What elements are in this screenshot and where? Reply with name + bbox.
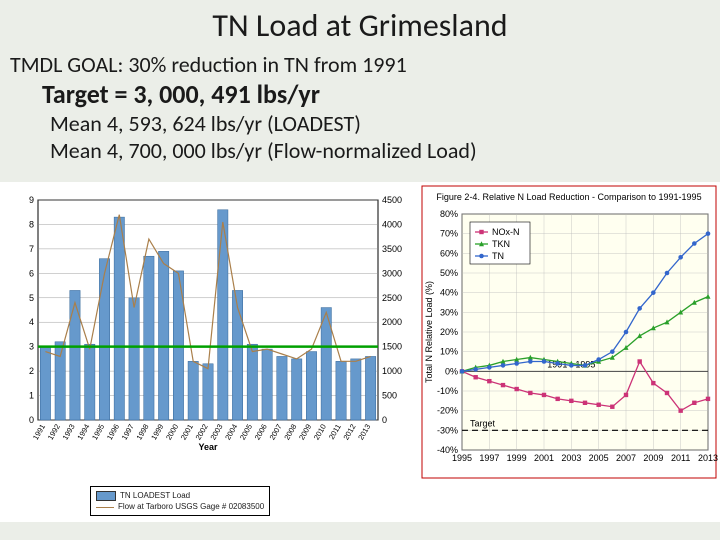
svg-text:2007: 2007 (616, 453, 636, 463)
svg-text:2: 2 (29, 366, 34, 376)
svg-text:2000: 2000 (382, 317, 402, 327)
legend-bar-label: TN LOADEST Load (120, 490, 190, 501)
legend-line-label: Flow at Tarboro USGS Gage # 02083500 (118, 501, 264, 512)
svg-text:1999: 1999 (149, 423, 165, 442)
svg-text:2003: 2003 (561, 453, 581, 463)
svg-text:Year: Year (198, 442, 218, 452)
target-line: Target = 3, 000, 491 lbs/yr (0, 78, 720, 110)
svg-text:2002: 2002 (194, 423, 210, 442)
svg-text:4000: 4000 (382, 219, 402, 229)
svg-text:1994: 1994 (75, 423, 91, 442)
svg-text:2013: 2013 (356, 423, 372, 442)
svg-text:2009: 2009 (643, 453, 663, 463)
svg-text:7: 7 (29, 244, 34, 254)
svg-text:50%: 50% (440, 268, 458, 278)
svg-text:1998: 1998 (134, 423, 150, 442)
svg-text:2004: 2004 (223, 423, 239, 442)
svg-text:3: 3 (29, 342, 34, 352)
mean-flow-normalized: Mean 4, 700, 000 lbs/yr (Flow-normalized… (0, 137, 720, 164)
right-chart: Figure 2-4. Relative N Load Reduction - … (418, 182, 720, 522)
svg-text:5: 5 (29, 293, 34, 303)
svg-text:2000: 2000 (164, 423, 180, 442)
svg-text:6: 6 (29, 268, 34, 278)
svg-text:-30%: -30% (437, 425, 458, 435)
svg-text:1999: 1999 (507, 453, 527, 463)
svg-text:-10%: -10% (437, 386, 458, 396)
svg-text:2500: 2500 (382, 293, 402, 303)
svg-text:2010: 2010 (312, 423, 328, 442)
svg-text:1500: 1500 (382, 342, 402, 352)
mean-loadest: Mean 4, 593, 624 lbs/yr (LOADEST) (0, 110, 720, 137)
svg-text:2003: 2003 (208, 423, 224, 442)
svg-text:3000: 3000 (382, 268, 402, 278)
svg-text:9: 9 (29, 195, 34, 205)
svg-text:4500: 4500 (382, 195, 402, 205)
svg-text:NOx-N: NOx-N (492, 227, 520, 237)
svg-text:2006: 2006 (253, 423, 269, 442)
svg-text:500: 500 (382, 391, 397, 401)
svg-text:1996: 1996 (105, 423, 121, 442)
svg-text:70%: 70% (440, 229, 458, 239)
svg-text:30%: 30% (440, 307, 458, 317)
subtitle: TMDL GOAL: 30% reduction in TN from 1991 (0, 47, 720, 78)
svg-text:1995: 1995 (452, 453, 472, 463)
swatch-bar (96, 491, 116, 501)
left-chart: 0 1 2 3 4 5 6 7 8 9 0 500 1000 1500 2000 2500 3000 3500 40… (0, 182, 418, 522)
swatch-line (96, 507, 114, 508)
svg-text:0: 0 (29, 415, 34, 425)
svg-text:TKN: TKN (492, 239, 510, 249)
svg-text:1997: 1997 (479, 453, 499, 463)
svg-text:20%: 20% (440, 327, 458, 337)
svg-text:2008: 2008 (282, 423, 298, 442)
left-legend: TN LOADEST Load Flow at Tarboro USGS Gag… (90, 486, 270, 516)
svg-text:2012: 2012 (341, 423, 357, 442)
svg-text:2011: 2011 (671, 453, 690, 463)
svg-text:2001: 2001 (534, 453, 554, 463)
svg-text:TN: TN (492, 251, 504, 261)
svg-text:1993: 1993 (61, 423, 77, 442)
svg-text:10%: 10% (440, 347, 458, 357)
svg-text:2009: 2009 (297, 423, 313, 442)
svg-text:2011: 2011 (327, 423, 343, 441)
svg-text:1995: 1995 (90, 423, 106, 442)
svg-text:1991: 1991 (31, 423, 47, 442)
svg-text:4: 4 (29, 317, 34, 327)
svg-text:2001: 2001 (179, 423, 195, 442)
svg-text:1: 1 (29, 391, 34, 401)
svg-text:Figure 2-4. Relative N Load R: Figure 2-4. Relative N Load Reduction - … (436, 192, 701, 202)
svg-text:2013: 2013 (698, 453, 718, 463)
svg-text:1997: 1997 (120, 423, 136, 442)
svg-text:Total N Relative Load (%): Total N Relative Load (%) (424, 281, 434, 383)
svg-text:2005: 2005 (589, 453, 609, 463)
svg-text:0: 0 (382, 415, 387, 425)
svg-text:60%: 60% (440, 248, 458, 258)
svg-text:2005: 2005 (238, 423, 254, 442)
svg-text:3500: 3500 (382, 244, 402, 254)
svg-text:40%: 40% (440, 288, 458, 298)
svg-text:0%: 0% (445, 366, 458, 376)
svg-text:1000: 1000 (382, 366, 402, 376)
svg-text:8: 8 (29, 219, 34, 229)
svg-text:Target: Target (470, 418, 496, 428)
svg-text:80%: 80% (440, 209, 458, 219)
svg-text:2007: 2007 (268, 423, 284, 442)
chart-row: 0 1 2 3 4 5 6 7 8 9 0 500 1000 1500 2000 2500 3000 3500 40… (0, 182, 720, 522)
page-title: TN Load at Grimesland (0, 0, 720, 47)
svg-text:1992: 1992 (46, 423, 62, 442)
svg-text:-20%: -20% (437, 406, 458, 416)
